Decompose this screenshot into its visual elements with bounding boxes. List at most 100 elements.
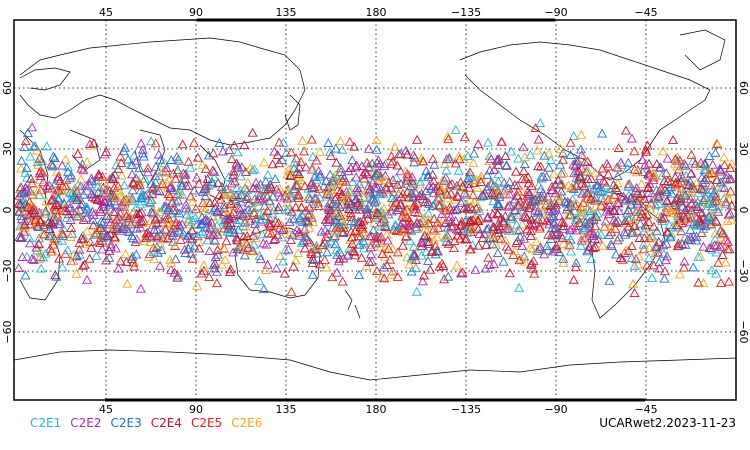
station-marker bbox=[704, 197, 715, 207]
station-marker bbox=[286, 147, 297, 157]
station-marker bbox=[344, 136, 355, 146]
station-marker bbox=[620, 125, 631, 135]
station-marker bbox=[327, 199, 338, 209]
station-marker bbox=[573, 186, 584, 196]
station-marker bbox=[208, 229, 219, 239]
station-marker bbox=[710, 234, 721, 244]
station-marker bbox=[623, 245, 634, 255]
station-marker bbox=[306, 249, 317, 258]
station-marker bbox=[124, 226, 135, 236]
station-marker bbox=[247, 165, 258, 175]
station-marker bbox=[69, 183, 80, 193]
station-marker bbox=[180, 247, 191, 257]
station-marker bbox=[704, 243, 715, 252]
station-marker bbox=[231, 232, 242, 242]
station-marker bbox=[325, 180, 336, 190]
station-marker bbox=[504, 176, 515, 186]
station-marker bbox=[238, 231, 249, 241]
station-marker bbox=[725, 163, 736, 172]
coastline-australia bbox=[234, 227, 321, 299]
station-marker bbox=[442, 131, 453, 141]
station-marker bbox=[477, 190, 488, 200]
station-marker bbox=[371, 233, 382, 243]
station-marker bbox=[381, 184, 392, 194]
station-marker bbox=[706, 265, 717, 275]
station-marker bbox=[698, 241, 709, 251]
station-marker bbox=[648, 172, 659, 182]
station-marker bbox=[53, 171, 64, 181]
station-marker bbox=[209, 263, 220, 273]
station-marker bbox=[268, 191, 278, 201]
station-marker bbox=[471, 203, 482, 213]
station-marker bbox=[108, 174, 119, 183]
station-marker bbox=[683, 180, 694, 189]
station-marker bbox=[576, 129, 587, 139]
station-marker bbox=[592, 180, 603, 190]
station-marker bbox=[39, 229, 50, 239]
station-marker bbox=[532, 145, 543, 155]
station-marker bbox=[390, 219, 401, 229]
station-marker bbox=[586, 254, 597, 263]
station-marker bbox=[182, 209, 192, 219]
station-marker bbox=[114, 185, 125, 195]
station-marker bbox=[98, 232, 109, 242]
station-marker bbox=[20, 270, 31, 280]
station-marker bbox=[345, 198, 356, 208]
station-marker bbox=[128, 257, 139, 267]
legend-item-c2e4: C2E4 bbox=[150, 416, 182, 430]
station-marker bbox=[662, 186, 672, 196]
coastline-new-zealand bbox=[344, 289, 361, 319]
station-marker bbox=[460, 214, 471, 224]
station-marker bbox=[509, 196, 520, 206]
station-marker bbox=[104, 252, 115, 262]
station-marker bbox=[46, 195, 57, 205]
station-marker bbox=[633, 251, 644, 261]
station-marker bbox=[725, 208, 736, 218]
station-marker bbox=[345, 207, 356, 217]
station-marker bbox=[363, 180, 374, 190]
station-marker bbox=[588, 243, 599, 253]
legend-item-c2e5: C2E5 bbox=[190, 416, 223, 430]
station-marker bbox=[481, 224, 492, 234]
station-marker bbox=[168, 228, 179, 238]
station-marker bbox=[631, 167, 642, 177]
station-marker bbox=[144, 249, 155, 258]
station-marker bbox=[564, 239, 575, 249]
station-marker bbox=[285, 170, 296, 180]
station-marker bbox=[678, 211, 689, 221]
station-marker bbox=[189, 185, 200, 195]
station-marker bbox=[565, 137, 576, 147]
station-marker bbox=[571, 181, 582, 190]
station-marker bbox=[248, 203, 259, 212]
station-marker bbox=[111, 192, 122, 202]
station-marker bbox=[81, 181, 92, 190]
station-marker bbox=[15, 221, 26, 231]
station-marker bbox=[549, 219, 560, 229]
station-marker bbox=[443, 271, 454, 281]
station-marker bbox=[701, 173, 711, 183]
station-marker bbox=[617, 254, 628, 264]
lat-right-tick-label: −60 bbox=[737, 320, 750, 343]
station-marker bbox=[340, 176, 351, 186]
station-marker bbox=[626, 192, 637, 202]
station-marker bbox=[349, 141, 360, 151]
station-marker bbox=[526, 180, 537, 190]
station-marker bbox=[685, 194, 696, 203]
station-marker bbox=[311, 155, 322, 165]
station-marker bbox=[493, 218, 504, 228]
station-marker bbox=[698, 278, 709, 288]
station-marker bbox=[342, 189, 353, 199]
station-marker bbox=[154, 206, 165, 216]
station-marker bbox=[456, 219, 467, 229]
station-marker bbox=[519, 233, 529, 243]
station-marker bbox=[629, 261, 640, 270]
station-marker bbox=[86, 140, 97, 150]
station-marker bbox=[459, 203, 470, 213]
station-marker bbox=[623, 205, 634, 215]
station-marker bbox=[163, 214, 174, 224]
station-marker bbox=[658, 249, 669, 258]
station-marker bbox=[315, 146, 325, 156]
station-marker bbox=[720, 197, 731, 207]
station-marker bbox=[615, 157, 626, 167]
station-marker bbox=[109, 169, 120, 179]
